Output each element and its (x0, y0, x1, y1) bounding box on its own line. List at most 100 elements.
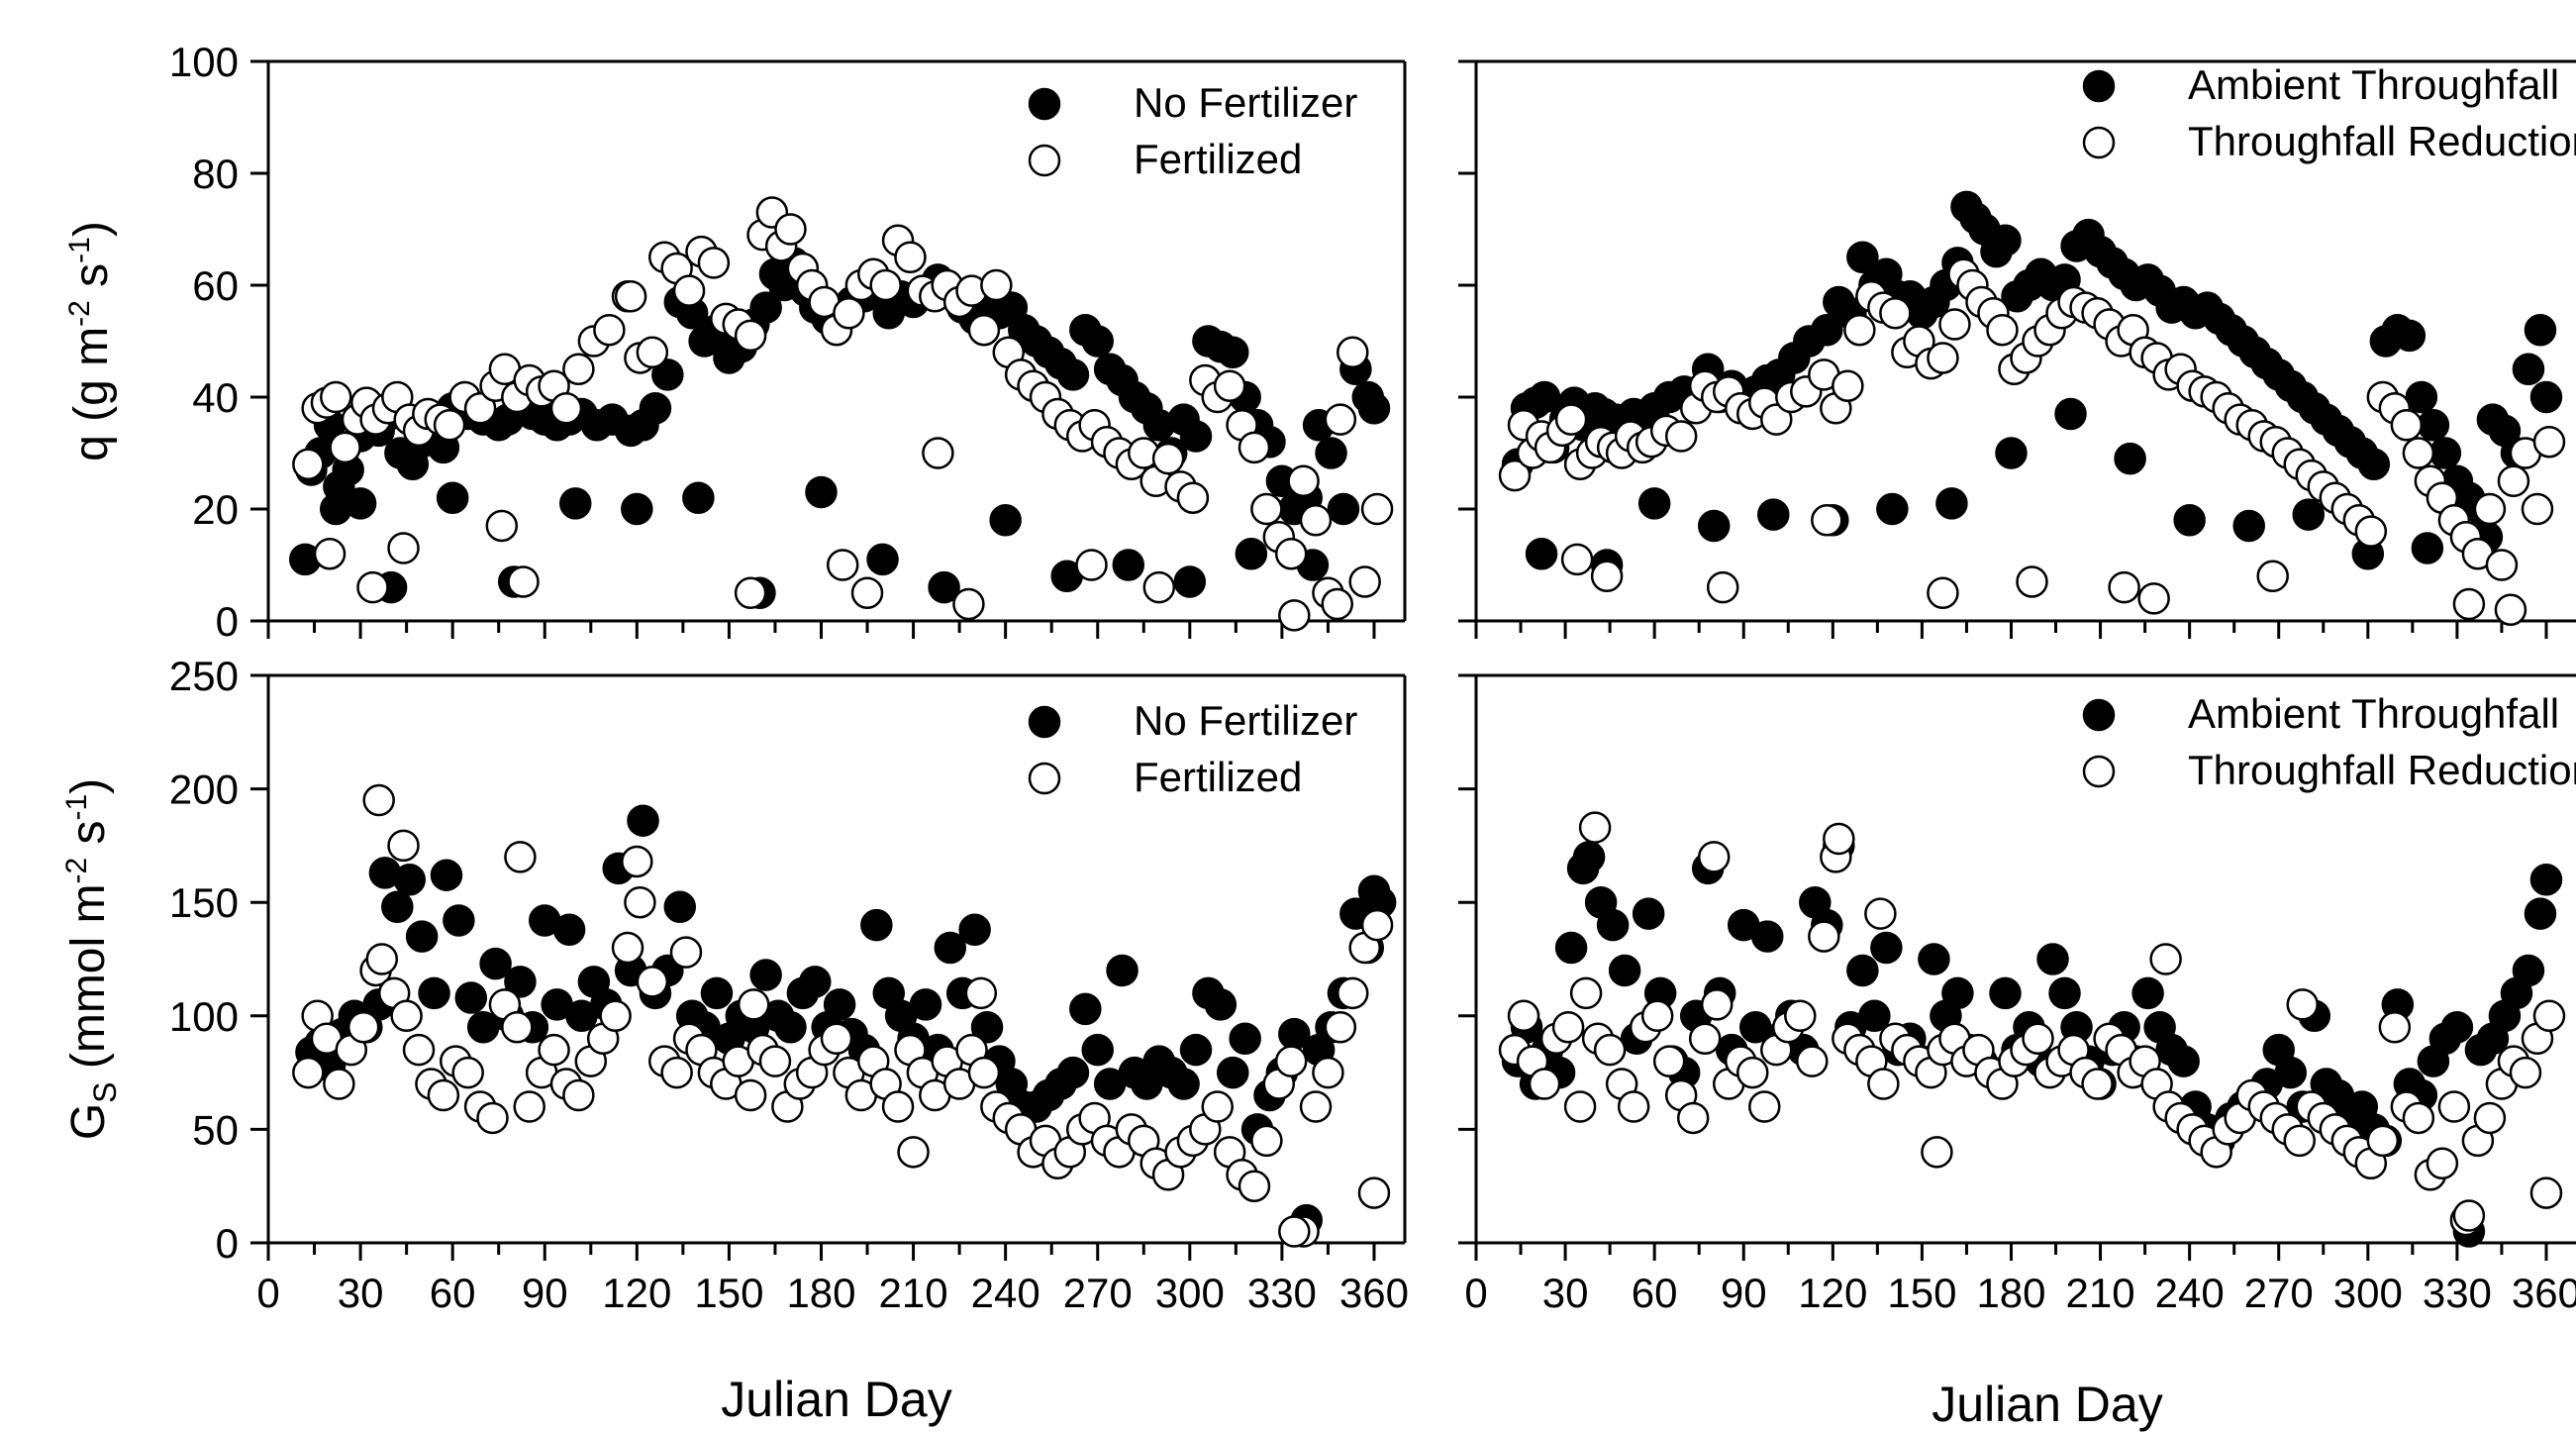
open-data-point (922, 437, 954, 469)
filled-data-point (627, 804, 659, 837)
legend-label: Fertilized (1134, 754, 1302, 800)
open-data-point (2016, 565, 2048, 598)
filled-data-point (989, 504, 1022, 537)
filled-data-point (2393, 319, 2427, 353)
filled-data-point (1989, 976, 2022, 1010)
open-data-point (1554, 403, 1588, 436)
open-data-point (1299, 1090, 1333, 1123)
open-data-point (1697, 841, 1731, 873)
filled-data-point (2512, 353, 2545, 385)
open-data-point (1563, 1090, 1597, 1123)
filled-data-point (2440, 1011, 2474, 1044)
open-data-point (2256, 560, 2289, 593)
filled-data-point (2274, 1056, 2307, 1089)
open-data-point (451, 1056, 484, 1089)
open-data-point (1921, 1136, 1953, 1169)
filled-data-point (1751, 920, 1784, 953)
x-tick-label: 150 (694, 1270, 763, 1316)
open-data-point (1560, 543, 1594, 576)
filled-data-point (504, 966, 537, 998)
open-data-point (894, 241, 927, 273)
open-data-point (1832, 369, 1864, 402)
panel-q-fertilizer: 0 20 40 60 80 100 No Fertilizer Fertilized q (g … (63, 39, 1407, 645)
open-data-point (1736, 1056, 1769, 1089)
x-tick-label: 120 (1798, 1270, 1867, 1316)
filled-data-point (1608, 954, 1641, 987)
filled-data-point (2524, 897, 2557, 930)
open-data-point (1357, 1177, 1391, 1209)
y-tick-label: 150 (169, 879, 239, 926)
filled-data-point (1757, 498, 1790, 531)
x-tick-label: 360 (1339, 1270, 1409, 1316)
filled-data-point (1216, 336, 1249, 369)
x-tick-label: 90 (1721, 1270, 1767, 1316)
open-data-point (1176, 481, 1210, 514)
filled-data-point (2167, 1045, 2200, 1077)
open-data-point (1321, 587, 1353, 621)
open-data-point (2022, 1022, 2054, 1055)
open-data-point (387, 532, 420, 564)
open-data-point (1299, 504, 1333, 537)
x-tick-label: 330 (1247, 1270, 1317, 1316)
filled-data-point (1989, 224, 2022, 257)
open-data-point (636, 336, 669, 369)
legend-marker (1028, 705, 1061, 739)
filled-data-point (860, 908, 893, 942)
x-tick-label: 210 (879, 1270, 948, 1316)
open-data-point (1238, 1170, 1271, 1202)
open-data-point (1287, 464, 1320, 497)
open-data-point (1664, 420, 1698, 453)
panel-gs-throughfall: 0 30 60 90 120 150 180 210 240 270 300 330 360 Ambien… (1458, 673, 2576, 1316)
open-data-point (1808, 920, 1840, 953)
open-data-point (1551, 1011, 1585, 1044)
filled-data-point (823, 988, 856, 1021)
filled-data-point (405, 920, 439, 953)
open-data-point (433, 409, 466, 442)
open-data-point (2390, 409, 2424, 442)
filled-data-point (1572, 841, 1606, 873)
open-data-point (611, 931, 644, 965)
open-data-point (636, 966, 669, 998)
open-data-point (952, 587, 985, 621)
open-data-point (1706, 570, 1739, 604)
filled-data-point (1935, 487, 1968, 520)
filled-data-point (1056, 358, 1090, 391)
filled-data-point (1941, 976, 1974, 1010)
open-data-point (734, 319, 767, 353)
open-data-point (485, 509, 519, 543)
open-data-point (2452, 1199, 2486, 1232)
open-data-point (507, 565, 540, 598)
filled-data-point (663, 890, 697, 924)
filled-data-point (1995, 437, 2028, 469)
x-tick-label: 330 (2423, 1270, 2492, 1316)
open-data-point (387, 829, 420, 863)
x-tick-label: 360 (2512, 1270, 2576, 1316)
filled-data-point (454, 981, 488, 1014)
x-tick-label: 180 (786, 1270, 855, 1316)
filled-data-point (700, 976, 734, 1010)
legend-marker (1028, 144, 1061, 177)
open-data-point (624, 885, 656, 919)
open-data-point (1324, 403, 1357, 436)
open-data-point (402, 1033, 436, 1067)
open-data-point (1578, 811, 1612, 844)
filled-data-point (1173, 565, 1207, 598)
open-data-point (826, 549, 859, 581)
filled-data-point (2131, 976, 2164, 1010)
filled-data-point (621, 492, 653, 526)
filled-data-point (436, 481, 469, 514)
open-data-point (734, 1078, 767, 1112)
filled-data-point (1596, 908, 1630, 942)
filled-data-point (1876, 492, 1909, 526)
open-data-point (2402, 1101, 2435, 1135)
y-tick-label: 100 (169, 39, 239, 85)
x-tick-label: 60 (1632, 1270, 1678, 1316)
open-data-point (2426, 1147, 2459, 1180)
filled-data-point (1216, 1056, 1249, 1089)
filled-data-point (2417, 409, 2450, 442)
open-data-point (614, 280, 647, 313)
x-tick-label: 30 (1542, 1270, 1589, 1316)
open-data-point (562, 353, 595, 385)
filled-data-point (418, 976, 450, 1010)
legend-label: Throughfall Reduction (2188, 747, 2576, 793)
